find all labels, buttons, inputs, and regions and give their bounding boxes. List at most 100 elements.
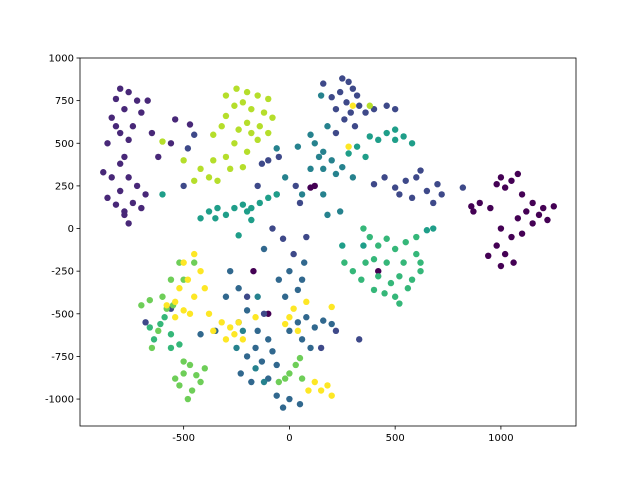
point	[108, 114, 115, 121]
point	[171, 375, 179, 382]
point	[222, 336, 230, 343]
point	[248, 216, 255, 224]
point	[514, 170, 522, 178]
point	[239, 99, 247, 106]
point	[161, 314, 168, 321]
point	[328, 157, 335, 164]
point	[155, 327, 162, 335]
point	[307, 165, 314, 173]
point	[408, 194, 416, 202]
y-tick-label: -750	[51, 352, 74, 363]
point	[100, 169, 107, 176]
point	[296, 400, 304, 408]
point	[108, 174, 115, 181]
point	[413, 233, 420, 241]
point	[402, 238, 409, 246]
point	[336, 208, 344, 215]
point	[279, 404, 287, 411]
point	[222, 112, 230, 120]
point	[180, 157, 187, 164]
point	[307, 131, 314, 138]
point	[317, 92, 325, 99]
point	[191, 131, 198, 138]
x-tick-label: 0	[286, 433, 292, 444]
point	[339, 163, 346, 171]
point	[250, 267, 257, 275]
point	[184, 276, 192, 283]
point	[197, 378, 204, 386]
point	[396, 300, 403, 307]
point	[349, 102, 357, 109]
point	[243, 88, 251, 96]
point	[290, 305, 297, 312]
point	[351, 123, 359, 130]
point	[311, 378, 318, 386]
point	[142, 191, 149, 198]
point	[243, 148, 251, 155]
point	[366, 133, 373, 140]
point	[383, 129, 390, 137]
point	[345, 78, 352, 86]
point	[273, 361, 280, 369]
point	[269, 114, 276, 121]
point	[214, 204, 221, 212]
point	[269, 225, 276, 232]
point	[328, 94, 335, 101]
point	[514, 215, 522, 222]
point	[298, 375, 306, 382]
point	[248, 129, 255, 137]
point	[336, 88, 344, 96]
point	[146, 324, 153, 331]
y-tick-label: -250	[51, 267, 74, 278]
point	[112, 123, 120, 130]
point	[133, 182, 141, 190]
y-tick-label: 0	[68, 224, 74, 235]
point	[218, 123, 225, 130]
point	[324, 211, 331, 219]
point	[258, 160, 266, 167]
point	[231, 140, 238, 147]
point	[252, 314, 259, 321]
point	[180, 307, 187, 314]
point	[476, 199, 483, 207]
point	[370, 256, 378, 263]
point	[252, 365, 259, 372]
point	[339, 242, 346, 249]
point	[375, 267, 382, 275]
point	[468, 203, 475, 210]
point	[320, 191, 327, 198]
point	[256, 123, 263, 130]
y-tick-label: 500	[55, 139, 74, 150]
point	[112, 201, 120, 208]
point	[324, 382, 331, 389]
point	[260, 310, 268, 317]
point	[260, 245, 268, 253]
point	[518, 191, 526, 198]
point	[518, 230, 526, 237]
point	[362, 259, 369, 266]
point	[501, 250, 509, 258]
point	[540, 204, 547, 212]
point	[104, 140, 111, 147]
point	[205, 310, 213, 317]
point	[320, 80, 327, 87]
point	[150, 336, 158, 343]
point	[279, 235, 287, 242]
point	[315, 153, 323, 161]
point	[493, 180, 500, 188]
point	[353, 92, 361, 99]
point	[349, 267, 357, 275]
point	[254, 92, 261, 99]
point	[328, 392, 335, 399]
point	[423, 187, 431, 195]
point	[273, 191, 280, 198]
point	[273, 145, 280, 152]
point	[281, 375, 289, 382]
point	[286, 327, 293, 335]
point	[233, 85, 240, 92]
point	[222, 92, 230, 99]
point	[320, 165, 327, 173]
point	[550, 203, 557, 210]
point	[226, 324, 234, 331]
point	[201, 285, 208, 292]
